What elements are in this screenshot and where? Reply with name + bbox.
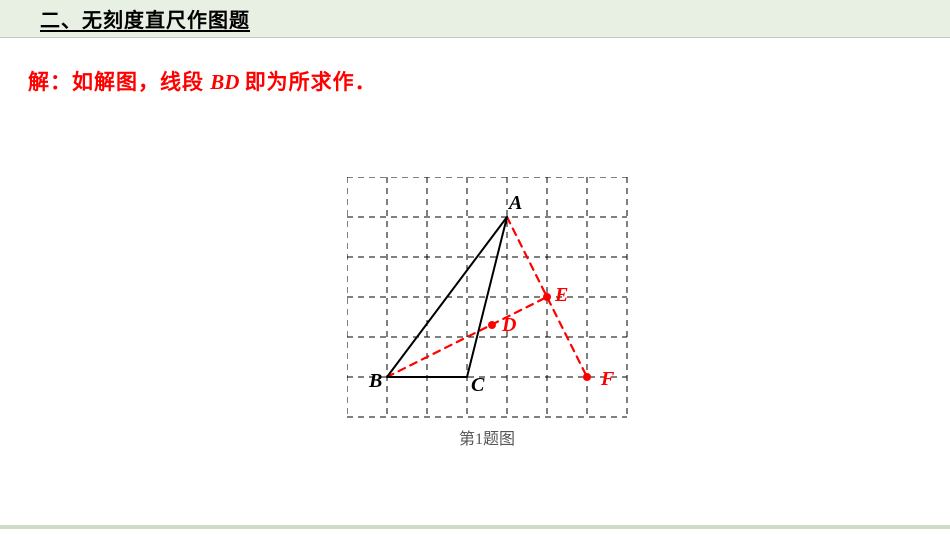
svg-text:D: D — [501, 314, 516, 336]
answer-prefix: 解：如解图，线段 — [28, 70, 204, 94]
section-header: 二、无刻度直尺作图题 — [0, 0, 950, 38]
answer-suffix: 即为所求作． — [245, 70, 377, 94]
figure-caption: 第1题图 — [347, 425, 627, 449]
svg-text:E: E — [554, 284, 568, 306]
svg-text:C: C — [471, 374, 485, 396]
footer-divider — [0, 525, 950, 529]
section-title: 二、无刻度直尺作图题 — [40, 4, 250, 33]
svg-text:B: B — [368, 370, 382, 392]
svg-text:F: F — [600, 368, 615, 390]
answer-segment: BD — [210, 70, 239, 94]
geometry-diagram: A B C D E F — [347, 177, 647, 423]
figure: ABCDEF 第1题图 — [347, 177, 647, 428]
answer-text: 解：如解图，线段 BD 即为所求作． — [28, 66, 950, 96]
svg-text:A: A — [507, 192, 522, 214]
